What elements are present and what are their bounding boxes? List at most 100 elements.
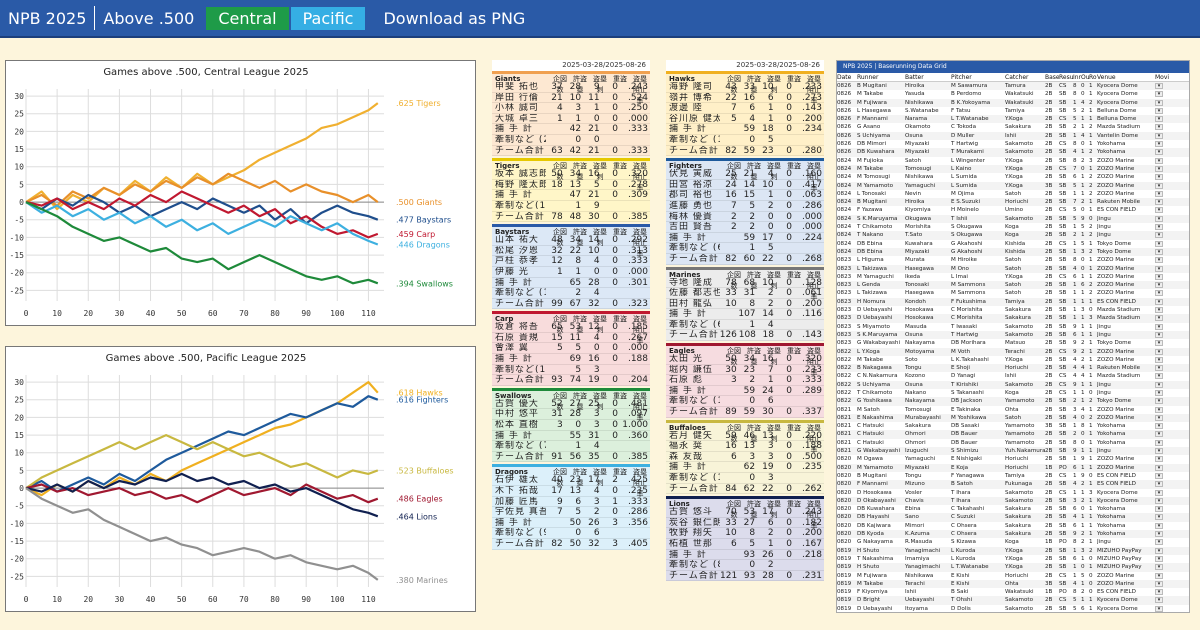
grid-column-header[interactable]: Batter bbox=[905, 74, 924, 81]
grid-cell: Y.Koga bbox=[1005, 157, 1023, 164]
movie-dropdown-icon[interactable]: ▾ bbox=[1155, 539, 1163, 546]
movie-dropdown-icon[interactable]: ▾ bbox=[1155, 398, 1163, 405]
movie-dropdown-icon[interactable]: ▾ bbox=[1155, 91, 1163, 98]
movie-dropdown-icon[interactable]: ▾ bbox=[1155, 448, 1163, 455]
movie-dropdown-icon[interactable]: ▾ bbox=[1155, 340, 1163, 347]
movie-dropdown-icon[interactable]: ▾ bbox=[1155, 174, 1163, 181]
movie-dropdown-icon[interactable]: ▾ bbox=[1155, 497, 1163, 504]
movie-dropdown-icon[interactable]: ▾ bbox=[1155, 124, 1163, 131]
table-cell: 2 bbox=[749, 222, 756, 233]
movie-dropdown-icon[interactable]: ▾ bbox=[1155, 481, 1163, 488]
movie-dropdown-icon[interactable]: ▾ bbox=[1155, 356, 1163, 363]
grid-cell: 0826 bbox=[837, 83, 852, 89]
movie-dropdown-icon[interactable]: ▾ bbox=[1155, 514, 1163, 521]
movie-dropdown-icon[interactable]: ▾ bbox=[1155, 315, 1163, 322]
movie-dropdown-icon[interactable]: ▾ bbox=[1155, 522, 1163, 529]
grid-row: 0826 G Asano Okamoto C Tokoda Sakakura 2B SB 2 1… bbox=[837, 123, 1189, 131]
movie-dropdown-icon[interactable]: ▾ bbox=[1155, 589, 1163, 596]
movie-dropdown-icon[interactable]: ▾ bbox=[1155, 365, 1163, 372]
movie-dropdown-icon[interactable]: ▾ bbox=[1155, 157, 1163, 164]
grid-cell: 4 bbox=[1073, 373, 1077, 380]
team-header: Dragons 企図数 許盗塁 盗塁刺 重盗 盗塁阻止率 bbox=[492, 464, 650, 498]
table-cell: .333 bbox=[627, 124, 649, 135]
grid-cell: 2B bbox=[1045, 356, 1053, 363]
movie-dropdown-icon[interactable]: ▾ bbox=[1155, 273, 1163, 280]
movie-dropdown-icon[interactable]: ▾ bbox=[1155, 580, 1163, 587]
movie-dropdown-icon[interactable]: ▾ bbox=[1155, 456, 1163, 463]
movie-dropdown-icon[interactable]: ▾ bbox=[1155, 323, 1163, 330]
movie-dropdown-icon[interactable]: ▾ bbox=[1155, 248, 1163, 255]
tab-pacific[interactable]: Pacific bbox=[290, 6, 366, 30]
grid-column-header[interactable]: Runner bbox=[857, 74, 879, 81]
grid-column-header[interactable]: Outs bbox=[1081, 74, 1089, 81]
movie-dropdown-icon[interactable]: ▾ bbox=[1155, 555, 1163, 562]
movie-dropdown-icon[interactable]: ▾ bbox=[1155, 224, 1163, 231]
grid-column-header[interactable]: RoB bbox=[1089, 74, 1097, 81]
grid-cell: 0826 bbox=[837, 99, 852, 106]
movie-dropdown-icon[interactable]: ▾ bbox=[1155, 547, 1163, 554]
movie-dropdown-icon[interactable]: ▾ bbox=[1155, 439, 1163, 446]
movie-dropdown-icon[interactable]: ▾ bbox=[1155, 307, 1163, 314]
movie-dropdown-icon[interactable]: ▾ bbox=[1155, 331, 1163, 338]
movie-dropdown-icon[interactable]: ▾ bbox=[1155, 464, 1163, 471]
grid-cell: 2B bbox=[1045, 149, 1053, 156]
movie-dropdown-icon[interactable]: ▾ bbox=[1155, 149, 1163, 156]
movie-dropdown-icon[interactable]: ▾ bbox=[1155, 506, 1163, 513]
movie-dropdown-icon[interactable]: ▾ bbox=[1155, 99, 1163, 106]
movie-dropdown-icon[interactable]: ▾ bbox=[1155, 190, 1163, 197]
grid-cell: SB bbox=[1059, 182, 1067, 189]
grid-cell: 2B bbox=[1045, 481, 1053, 488]
movie-dropdown-icon[interactable]: ▾ bbox=[1155, 141, 1163, 148]
movie-dropdown-icon[interactable]: ▾ bbox=[1155, 423, 1163, 430]
movie-dropdown-icon[interactable]: ▾ bbox=[1155, 257, 1163, 264]
movie-dropdown-icon[interactable]: ▾ bbox=[1155, 406, 1163, 413]
movie-dropdown-icon[interactable]: ▾ bbox=[1155, 597, 1163, 604]
grid-cell: Kuwahara bbox=[905, 240, 933, 247]
grid-cell: 1 bbox=[1089, 448, 1093, 455]
movie-dropdown-icon[interactable]: ▾ bbox=[1155, 472, 1163, 479]
download-png-button[interactable]: Download as PNG bbox=[383, 8, 526, 28]
movie-dropdown-icon[interactable]: ▾ bbox=[1155, 290, 1163, 297]
movie-dropdown-icon[interactable]: ▾ bbox=[1155, 564, 1163, 571]
movie-dropdown-icon[interactable]: ▾ bbox=[1155, 207, 1163, 214]
movie-dropdown-icon[interactable]: ▾ bbox=[1155, 282, 1163, 289]
grid-cell: D Bright bbox=[857, 597, 881, 604]
pacific-chart-svg: Games above .500, Pacific League 2025-25… bbox=[10, 353, 454, 604]
grid-column-header[interactable]: Base bbox=[1045, 74, 1059, 81]
movie-dropdown-icon[interactable]: ▾ bbox=[1155, 381, 1163, 388]
movie-dropdown-icon[interactable]: ▾ bbox=[1155, 116, 1163, 123]
movie-dropdown-icon[interactable]: ▾ bbox=[1155, 431, 1163, 438]
grid-column-header[interactable]: Result bbox=[1059, 74, 1073, 81]
grid-column-header[interactable]: Catcher bbox=[1005, 74, 1029, 81]
movie-dropdown-icon[interactable]: ▾ bbox=[1155, 199, 1163, 206]
movie-dropdown-icon[interactable]: ▾ bbox=[1155, 414, 1163, 421]
grid-column-header[interactable]: Date bbox=[837, 74, 852, 81]
grid-column-header[interactable]: Pitcher bbox=[951, 74, 972, 81]
movie-dropdown-icon[interactable]: ▾ bbox=[1155, 215, 1163, 222]
movie-dropdown-icon[interactable]: ▾ bbox=[1155, 107, 1163, 114]
movie-dropdown-icon[interactable]: ▾ bbox=[1155, 348, 1163, 355]
movie-dropdown-icon[interactable]: ▾ bbox=[1155, 572, 1163, 579]
grid-column-header[interactable]: Inn bbox=[1073, 74, 1081, 81]
team-name: Carp bbox=[495, 315, 514, 324]
movie-dropdown-icon[interactable]: ▾ bbox=[1155, 373, 1163, 380]
grid-cell: 2B bbox=[1045, 439, 1053, 446]
movie-dropdown-icon[interactable]: ▾ bbox=[1155, 605, 1163, 612]
movie-dropdown-icon[interactable]: ▾ bbox=[1155, 265, 1163, 272]
grid-cell: SB bbox=[1059, 456, 1067, 463]
movie-dropdown-icon[interactable]: ▾ bbox=[1155, 232, 1163, 239]
grid-cell: G Wakabayashi bbox=[857, 340, 901, 347]
grid-column-header[interactable]: Venue bbox=[1097, 74, 1116, 81]
grid-cell: E S.Suzuki bbox=[951, 199, 981, 206]
movie-dropdown-icon[interactable]: ▾ bbox=[1155, 489, 1163, 496]
movie-dropdown-icon[interactable]: ▾ bbox=[1155, 182, 1163, 189]
movie-dropdown-icon[interactable]: ▾ bbox=[1155, 132, 1163, 139]
movie-dropdown-icon[interactable]: ▾ bbox=[1155, 165, 1163, 172]
movie-dropdown-icon[interactable]: ▾ bbox=[1155, 240, 1163, 247]
movie-dropdown-icon[interactable]: ▾ bbox=[1155, 298, 1163, 305]
movie-dropdown-icon[interactable]: ▾ bbox=[1155, 389, 1163, 396]
grid-column-header[interactable]: Movies bbox=[1155, 74, 1169, 81]
tab-central[interactable]: Central bbox=[206, 6, 289, 30]
movie-dropdown-icon[interactable]: ▾ bbox=[1155, 83, 1163, 89]
movie-dropdown-icon[interactable]: ▾ bbox=[1155, 531, 1163, 538]
